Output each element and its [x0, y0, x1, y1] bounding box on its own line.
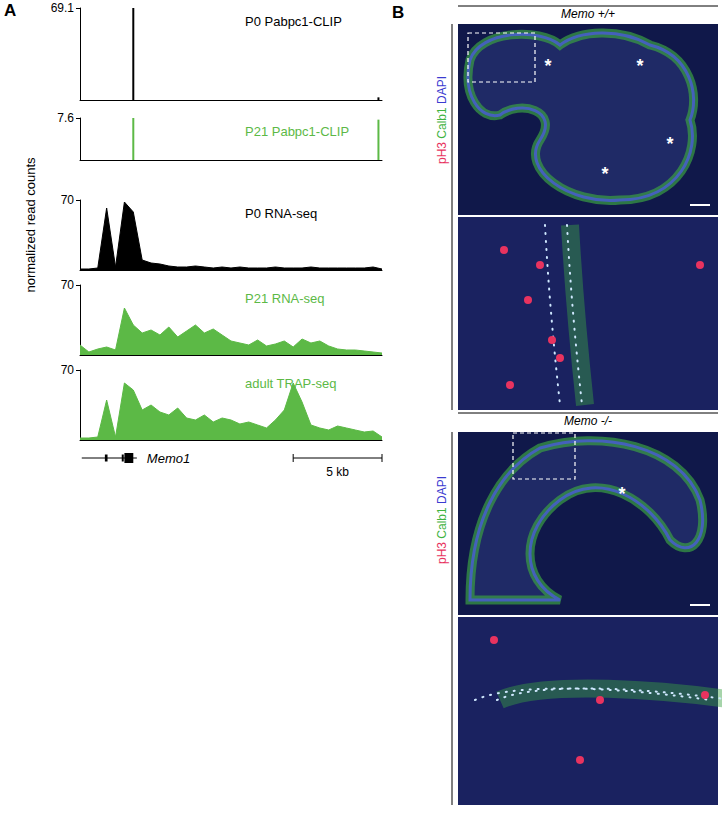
svg-text:Memo1: Memo1 [147, 451, 190, 466]
svg-text:P0 Pabpc1-CLIP: P0 Pabpc1-CLIP [245, 14, 342, 29]
svg-text:70: 70 [61, 193, 75, 207]
svg-text:70: 70 [61, 278, 75, 292]
svg-text:5 kb: 5 kb [326, 465, 349, 479]
svg-text:69.1: 69.1 [51, 1, 75, 15]
svg-text:Memo +/+: Memo +/+ [561, 7, 615, 21]
svg-text:A: A [4, 1, 16, 20]
svg-text:P21 Pabpc1-CLIP: P21 Pabpc1-CLIP [245, 124, 349, 139]
svg-text:adult TRAP-seq: adult TRAP-seq [245, 376, 337, 391]
svg-text:pH3 Calb1 DAPI: pH3 Calb1 DAPI [435, 76, 449, 164]
svg-text:B: B [392, 3, 404, 22]
svg-text:*: * [666, 134, 673, 154]
svg-text:70: 70 [61, 363, 75, 377]
svg-text:*: * [544, 56, 551, 76]
svg-text:*: * [636, 56, 643, 76]
svg-text:normalized read counts: normalized read counts [23, 157, 38, 293]
svg-text:Memo -/-: Memo -/- [564, 414, 612, 428]
svg-text:P21 RNA-seq: P21 RNA-seq [245, 291, 324, 306]
svg-text:7.6: 7.6 [57, 111, 74, 125]
svg-text:pH3 Calb1 DAPI: pH3 Calb1 DAPI [435, 476, 449, 564]
svg-text:*: * [601, 164, 608, 184]
svg-text:P0 RNA-seq: P0 RNA-seq [245, 206, 317, 221]
svg-text:*: * [618, 484, 625, 504]
